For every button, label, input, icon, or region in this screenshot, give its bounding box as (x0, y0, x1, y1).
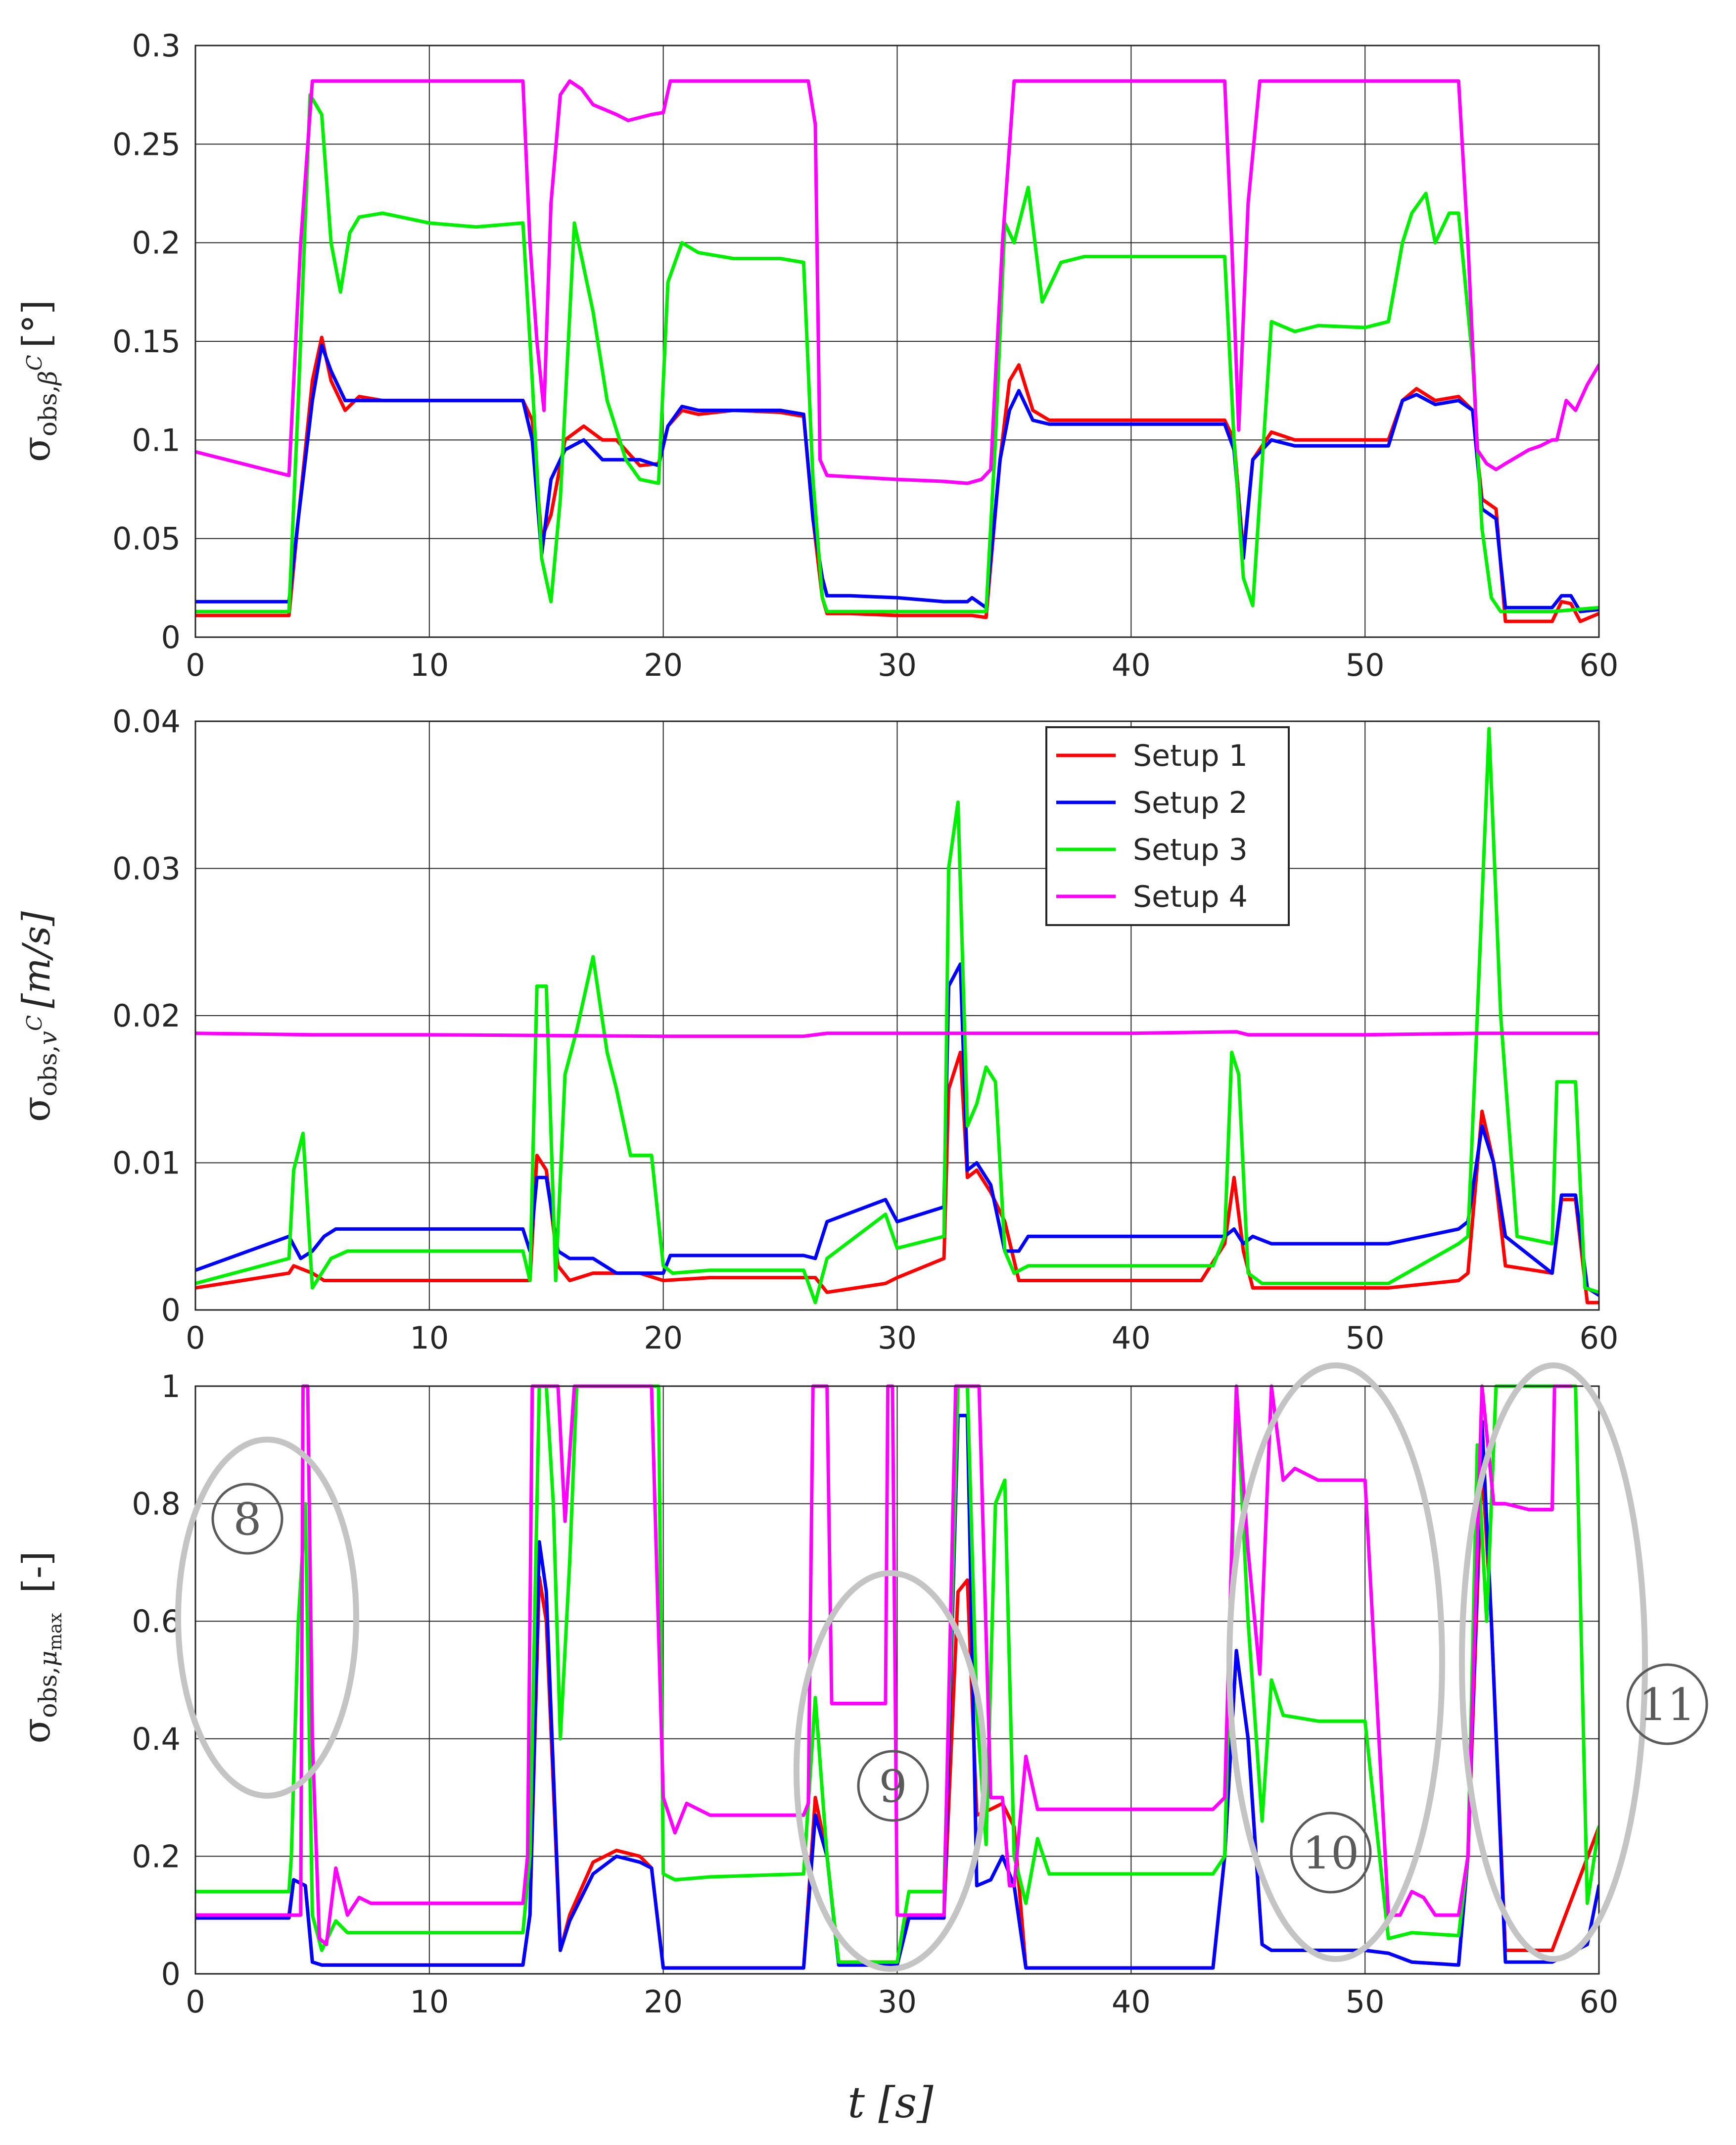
annotation-label-11: 11 (1639, 1679, 1696, 1731)
bottom-x-tick-label: 0 (186, 1984, 205, 2020)
top-panel: 0 10 20 30 40 50 60 0 0.05 0.1 0.15 0.2 0.25 0.3 (112, 28, 1619, 683)
annotation-circle-11 (1626, 1663, 1708, 1745)
middle-y-tick-label: 0 (161, 1292, 181, 1328)
bottom-y-tick-label: 0 (161, 1956, 181, 1992)
annotation-ellipse-8 (175, 1437, 359, 1799)
middle-x-tick-label: 0 (186, 1320, 205, 1356)
middle-x-tick-label: 20 (644, 1320, 683, 1356)
middle-series-group (195, 727, 1599, 1305)
top-y-tick-label: 0.2 (132, 225, 181, 261)
bottom-y-tick-label: 0.2 (132, 1838, 181, 1874)
middle-y-tick-label: 0.01 (112, 1145, 181, 1181)
top-series-setup-4 (195, 79, 1599, 485)
middle-y-axis-label: σobs,vC[m/s] (14, 911, 62, 1122)
bottom-series-setup-4 (195, 1384, 1573, 1947)
middle-series-setup-2 (195, 962, 1599, 1297)
middle-x-tick-label: 50 (1346, 1320, 1385, 1356)
bottom-x-tick-label: 40 (1112, 1984, 1151, 2020)
top-x-tick-label: 20 (644, 647, 683, 683)
legend-label-setup-3: Setup 3 (1133, 833, 1248, 867)
bottom-x-tick-label: 20 (644, 1984, 683, 2020)
annotation-circle-10 (1290, 1812, 1372, 1894)
annotation-label-9: 9 (879, 1761, 907, 1813)
top-y-tick-label: 0.3 (132, 28, 181, 64)
top-x-tick-label: 40 (1112, 647, 1151, 683)
bottom-plot-frame (194, 1385, 1600, 1975)
legend-label-setup-1: Setup 1 (1133, 739, 1248, 773)
top-x-tick-label: 60 (1580, 647, 1619, 683)
top-y-tick-label: 0 (161, 619, 181, 655)
middle-plot-frame (194, 720, 1600, 1311)
bottom-x-tick-label: 30 (878, 1984, 917, 2020)
middle-y-tick-label: 0.04 (112, 703, 181, 740)
top-y-tick-label: 0.25 (112, 126, 181, 162)
annotation-label-8: 8 (233, 1493, 261, 1545)
top-x-tick-label: 0 (186, 647, 205, 683)
top-y-tick-label: 0.1 (132, 422, 181, 458)
middle-panel: 0 10 20 30 40 50 60 0 0.01 0.02 0.03 0.04 (112, 703, 1619, 1356)
annotation-circle-9 (857, 1750, 929, 1822)
top-y-tick-label: 0.15 (112, 324, 181, 360)
legend: Setup 1 Setup 2 Setup 3 Setup 4 (1045, 726, 1290, 926)
bottom-x-tick-label: 50 (1346, 1984, 1385, 2020)
top-x-tick-label: 10 (410, 647, 449, 683)
annotation-ellipse-9 (794, 1570, 987, 1972)
bottom-y-tick-label: 0.6 (132, 1603, 181, 1639)
middle-x-tick-label: 10 (410, 1320, 449, 1356)
middle-series-setup-3 (195, 727, 1599, 1305)
bottom-series-group (195, 1384, 1599, 1970)
legend-label-setup-4: Setup 4 (1133, 880, 1248, 914)
bottom-y-tick-label: 0.8 (132, 1486, 181, 1522)
bottom-y-tick-label: 0.4 (132, 1721, 181, 1757)
bottom-panel: 0 10 20 30 40 50 60 0 0.2 0.4 0.6 0.8 1 (132, 1368, 1618, 2020)
top-series-group (195, 79, 1599, 623)
middle-x-tick-label: 30 (878, 1320, 917, 1356)
annotation-ellipse-10 (1226, 1362, 1445, 1962)
annotation-label-10: 10 (1303, 1827, 1360, 1879)
middle-y-tick-label: 0.02 (112, 998, 181, 1034)
top-series-setup-3 (195, 93, 1599, 613)
legend-label-setup-2: Setup 2 (1133, 786, 1248, 820)
top-x-tick-label: 50 (1346, 647, 1385, 683)
middle-x-tick-label: 60 (1580, 1320, 1619, 1356)
top-y-tick-label: 0.05 (112, 521, 181, 557)
bottom-y-tick-label: 1 (161, 1368, 181, 1404)
bottom-series-setup-2 (195, 1413, 1599, 1970)
top-x-tick-label: 30 (878, 647, 917, 683)
top-plot-frame (194, 45, 1600, 638)
top-series-setup-2 (195, 343, 1599, 613)
x-axis-label: t [s] (847, 2078, 934, 2128)
top-y-axis-label: σobs,βC[°] (14, 300, 62, 462)
bottom-y-axis-label: σobs,μmax[-] (14, 1551, 66, 1744)
annotation-ellipse-11 (1459, 1362, 1648, 1962)
bottom-x-tick-label: 60 (1580, 1984, 1619, 2020)
middle-x-tick-label: 40 (1112, 1320, 1151, 1356)
middle-series-setup-4 (195, 1030, 1599, 1038)
middle-y-tick-label: 0.03 (112, 851, 181, 887)
annotation-circle-8 (211, 1483, 283, 1555)
bottom-x-tick-label: 10 (410, 1984, 449, 2020)
annotations: 8 9 10 11 (175, 1362, 1708, 1972)
